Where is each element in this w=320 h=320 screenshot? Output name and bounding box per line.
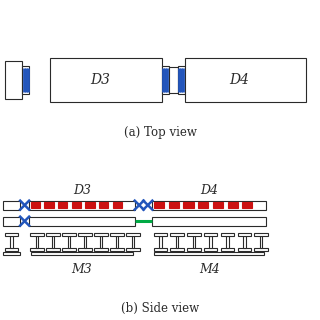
Bar (254, 233, 268, 236)
Bar (30, 233, 44, 236)
Bar (116, 236, 118, 248)
Text: D4: D4 (200, 184, 218, 197)
Bar (72, 202, 81, 208)
Bar (185, 58, 306, 102)
Bar (110, 248, 124, 251)
Bar (78, 233, 92, 236)
Bar (78, 248, 92, 251)
Bar (154, 233, 167, 236)
Bar (169, 67, 178, 93)
Bar (132, 236, 134, 248)
Bar (30, 248, 44, 251)
Bar (68, 236, 70, 248)
Bar (154, 248, 167, 251)
Bar (62, 233, 76, 236)
Bar (154, 252, 264, 255)
Text: M3: M3 (72, 263, 92, 276)
Bar (228, 202, 238, 208)
Bar (171, 233, 184, 236)
Bar (159, 236, 162, 248)
Bar (94, 233, 108, 236)
Bar (3, 217, 20, 226)
Text: D3: D3 (90, 73, 110, 87)
Bar (176, 236, 179, 248)
Bar (243, 236, 246, 248)
Bar (31, 252, 133, 255)
Bar (226, 236, 229, 248)
Bar (44, 202, 54, 208)
Bar (46, 248, 60, 251)
Bar (84, 236, 86, 248)
Bar (31, 202, 40, 208)
Text: D3: D3 (73, 184, 91, 197)
Bar (46, 233, 60, 236)
Bar (242, 202, 252, 208)
Bar (204, 233, 218, 236)
Bar (10, 236, 13, 248)
Bar (94, 248, 108, 251)
Bar (204, 248, 218, 251)
Bar (99, 202, 108, 208)
Bar (154, 202, 164, 208)
Bar (36, 236, 38, 248)
Bar (58, 202, 68, 208)
Text: M4: M4 (199, 263, 220, 276)
Text: D4: D4 (229, 73, 249, 87)
Bar (193, 236, 195, 248)
Bar (29, 217, 135, 226)
Bar (152, 201, 266, 210)
Bar (52, 236, 54, 248)
Bar (5, 233, 18, 236)
Bar (210, 236, 212, 248)
Bar (29, 201, 135, 210)
Bar (198, 202, 208, 208)
Bar (126, 233, 140, 236)
Text: (b) Side view: (b) Side view (121, 302, 199, 315)
Bar (85, 202, 95, 208)
Bar (221, 233, 234, 236)
Bar (22, 66, 29, 94)
Bar (183, 202, 194, 208)
Bar (110, 233, 124, 236)
Bar (171, 248, 184, 251)
Bar (5, 248, 18, 251)
Text: (a) Top view: (a) Top view (124, 126, 196, 139)
Bar (113, 202, 122, 208)
Bar (213, 202, 223, 208)
Bar (237, 233, 251, 236)
Bar (254, 248, 268, 251)
Bar (62, 248, 76, 251)
Bar (221, 248, 234, 251)
Bar (126, 248, 140, 251)
Bar (5, 61, 22, 99)
Bar (100, 236, 102, 248)
Bar (50, 58, 162, 102)
Bar (187, 233, 201, 236)
Bar (3, 201, 20, 210)
Bar (169, 202, 179, 208)
Bar (152, 217, 266, 226)
Bar (3, 252, 20, 255)
Bar (237, 248, 251, 251)
Bar (260, 236, 262, 248)
Bar (178, 66, 185, 94)
Bar (187, 248, 201, 251)
Bar (162, 66, 169, 94)
